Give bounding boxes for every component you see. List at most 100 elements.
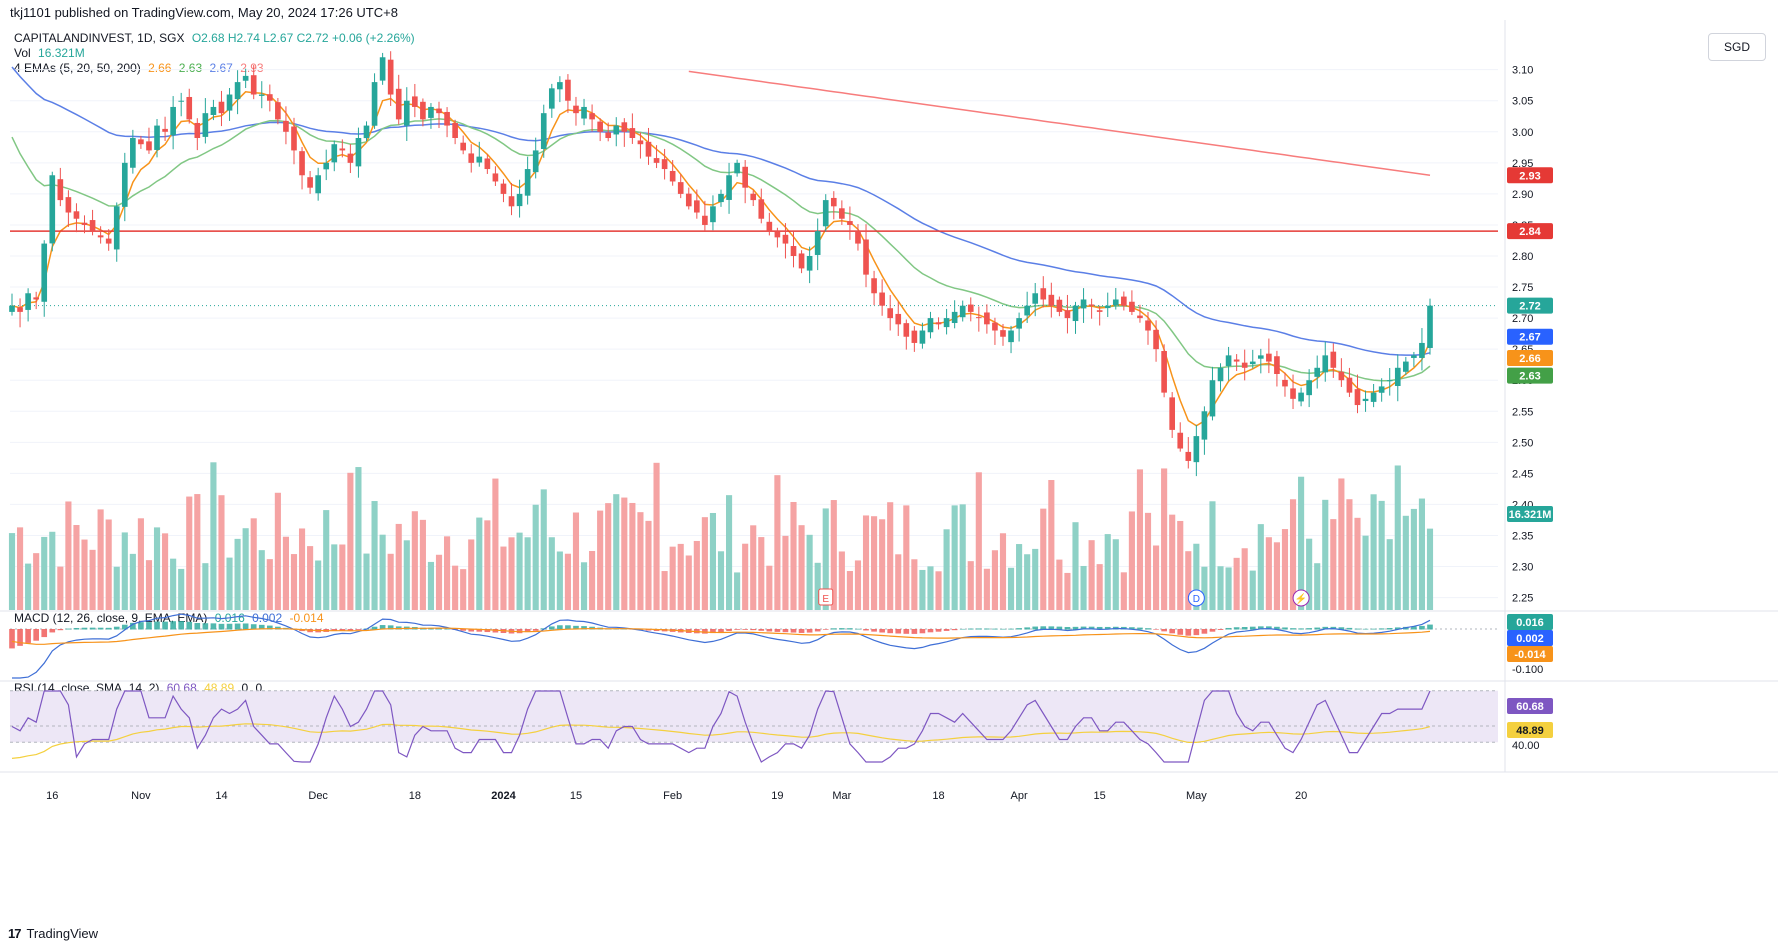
candle-body bbox=[557, 82, 563, 90]
candle-body bbox=[984, 312, 990, 325]
candle-body bbox=[1298, 392, 1304, 402]
candle-body bbox=[1048, 294, 1055, 306]
volume-bar bbox=[564, 553, 571, 610]
volume-bar bbox=[81, 539, 88, 610]
candle-body bbox=[1040, 288, 1047, 300]
price-tick-label: 2.95 bbox=[1512, 158, 1533, 170]
candle-body bbox=[73, 211, 80, 219]
macd-histogram-bar bbox=[895, 629, 902, 634]
volume-bar bbox=[484, 520, 491, 610]
macd-histogram-bar bbox=[1354, 628, 1361, 630]
macd-label[interactable]: MACD (12, 26, close, 9, EMA, EMA) bbox=[14, 611, 208, 625]
macd-histogram-bar bbox=[557, 625, 563, 630]
candle-body bbox=[1386, 380, 1393, 382]
macd-line bbox=[12, 613, 1431, 679]
macd-histogram-bar bbox=[468, 629, 475, 632]
macd-histogram-bar bbox=[89, 627, 96, 630]
candle-body bbox=[1370, 392, 1377, 402]
volume-bar bbox=[1088, 540, 1095, 610]
volume-bar bbox=[653, 462, 660, 610]
currency-button[interactable]: SGD bbox=[1708, 33, 1766, 61]
volume-axis-label: 16.321M bbox=[1509, 509, 1552, 521]
volume-bar bbox=[605, 503, 612, 610]
macd-histogram-bar bbox=[162, 621, 168, 630]
volume-bar bbox=[1386, 539, 1393, 610]
rsi-ma-axis-label: 48.89 bbox=[1516, 725, 1544, 737]
macd-histogram-bar bbox=[476, 629, 483, 632]
candle-body bbox=[798, 253, 805, 269]
rsi-band bbox=[10, 690, 1498, 743]
macd-histogram-bar bbox=[1427, 624, 1433, 630]
volume-bar bbox=[379, 534, 386, 610]
candle-body bbox=[1338, 371, 1345, 381]
ema-label[interactable]: 4 EMAs (5, 20, 50, 200) bbox=[14, 61, 141, 75]
volume-bar bbox=[516, 532, 523, 610]
macd-histogram-bar bbox=[1056, 626, 1063, 630]
volume-bar bbox=[1032, 548, 1039, 610]
macd-histogram-bar bbox=[1201, 629, 1208, 634]
symbol-label[interactable]: CAPITALANDINVEST, 1D, SGX bbox=[14, 31, 185, 45]
volume-bar bbox=[298, 528, 306, 610]
volume-bar bbox=[1007, 567, 1015, 610]
macd-histogram-bar bbox=[790, 629, 797, 633]
volume-label[interactable]: Vol bbox=[14, 46, 31, 60]
time-axis-label: 18 bbox=[409, 790, 421, 802]
candle-body bbox=[1096, 310, 1103, 312]
candle-body bbox=[597, 121, 603, 132]
volume-bar bbox=[1330, 519, 1337, 610]
volume-bar bbox=[540, 489, 547, 610]
macd-histogram-bar bbox=[97, 627, 104, 630]
volume-bar bbox=[218, 495, 225, 610]
macd-histogram-bar bbox=[234, 623, 241, 630]
macd-histogram-bar bbox=[830, 628, 837, 630]
macd-histogram-bar bbox=[113, 626, 120, 630]
candle-body bbox=[89, 220, 96, 232]
candle-body bbox=[49, 175, 56, 244]
macd-histogram-bar bbox=[484, 629, 491, 633]
time-axis-label: Nov bbox=[131, 790, 151, 802]
volume-bar bbox=[983, 568, 990, 610]
volume-bar bbox=[1120, 572, 1127, 610]
macd-histogram-bar bbox=[460, 629, 467, 631]
candle-body bbox=[524, 169, 531, 196]
price-tick-label: 2.90 bbox=[1512, 189, 1533, 201]
candle-body bbox=[1419, 342, 1425, 358]
macd-histogram-bar bbox=[524, 629, 531, 633]
macd-histogram-bar bbox=[573, 625, 579, 630]
volume-bar bbox=[1201, 566, 1208, 610]
macd-line-axis-label: 0.002 bbox=[1516, 633, 1544, 645]
volume-bar bbox=[999, 533, 1007, 610]
candle-body bbox=[323, 162, 330, 170]
candle-body bbox=[581, 106, 587, 119]
candle-body bbox=[573, 105, 579, 114]
macd-histogram-bar bbox=[1386, 628, 1393, 630]
volume-bar bbox=[73, 525, 80, 610]
candle-body bbox=[468, 153, 475, 163]
volume-bar bbox=[1024, 554, 1031, 610]
tradingview-footer[interactable]: 17 TradingView bbox=[8, 926, 98, 941]
publish-header: tkj1101 published on TradingView.com, Ma… bbox=[10, 5, 398, 20]
volume-bar bbox=[742, 543, 749, 610]
rsi-axis-label: 60.68 bbox=[1516, 701, 1544, 713]
macd-histogram-bar bbox=[242, 623, 249, 630]
macd-histogram-bar bbox=[186, 621, 193, 630]
candle-body bbox=[291, 126, 297, 151]
volume-bar bbox=[774, 475, 781, 610]
volume-bar bbox=[862, 515, 870, 610]
volume-axis-label-bg bbox=[1507, 506, 1553, 522]
macd-histogram-bar bbox=[1064, 626, 1071, 630]
volume-bar bbox=[758, 537, 765, 610]
candle-body bbox=[742, 166, 748, 188]
macd-histogram-bar bbox=[871, 629, 877, 632]
macd-histogram-bar bbox=[138, 622, 144, 630]
candle-body bbox=[460, 142, 467, 151]
volume-legend: Vol 16.321M bbox=[14, 46, 89, 60]
macd-histogram-bar bbox=[379, 625, 386, 630]
macd-histogram-bar bbox=[1257, 626, 1264, 630]
macd-histogram-bar bbox=[1225, 627, 1232, 630]
macd-histogram-bar bbox=[1137, 627, 1143, 630]
volume-bar bbox=[879, 519, 886, 610]
macd-histogram-bar bbox=[250, 624, 257, 630]
volume-bar bbox=[347, 472, 354, 610]
